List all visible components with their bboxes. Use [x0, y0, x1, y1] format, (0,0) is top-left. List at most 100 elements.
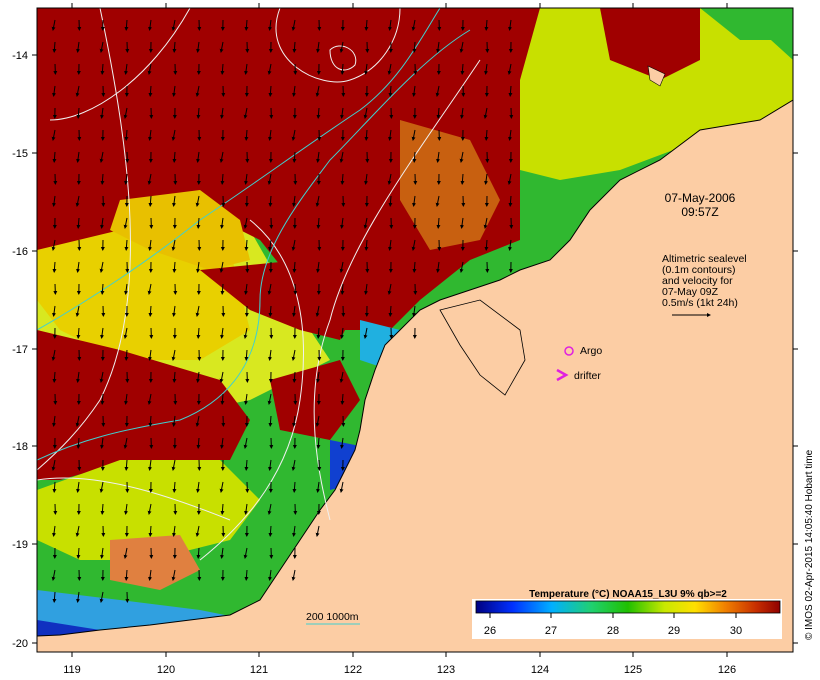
velocity-arrow — [171, 349, 176, 361]
velocity-arrow — [388, 195, 393, 207]
velocity-arrow — [363, 327, 368, 339]
velocity-arrow — [76, 327, 81, 339]
lon-label: 122 — [344, 664, 362, 676]
velocity-arrow — [460, 217, 464, 229]
velocity-arrow — [460, 173, 465, 185]
velocity-arrow — [315, 415, 320, 427]
velocity-arrow — [148, 349, 152, 361]
velocity-arrow — [172, 305, 176, 317]
velocity-arrow — [76, 371, 80, 383]
velocity-arrow — [364, 19, 369, 31]
velocity-arrow — [436, 107, 441, 119]
sst-field — [37, 8, 793, 652]
drifter-marker — [556, 368, 569, 382]
velocity-arrow — [76, 437, 81, 449]
lat-label: -19 — [12, 539, 28, 551]
velocity-arrow — [148, 195, 153, 207]
velocity-arrow — [292, 415, 296, 427]
velocity-arrow — [507, 63, 512, 75]
velocity-arrow — [171, 19, 176, 31]
velocity-arrow — [196, 437, 201, 449]
velocity-arrow — [364, 239, 369, 251]
velocity-arrow — [388, 239, 392, 251]
velocity-arrow — [339, 41, 344, 53]
velocity-arrow — [196, 371, 200, 383]
velocity-arrow — [412, 41, 417, 53]
lat-label: -18 — [12, 441, 28, 453]
velocity-arrow — [75, 415, 80, 427]
velocity-arrow — [292, 525, 296, 537]
velocity-arrow — [124, 63, 128, 75]
velocity-arrow — [195, 525, 200, 537]
velocity-arrow — [315, 85, 320, 97]
velocity-arrow — [436, 217, 441, 229]
colorbar-tick: 27 — [545, 625, 557, 637]
velocity-arrow — [268, 569, 272, 581]
velocity-arrow — [51, 239, 56, 251]
velocity-arrow — [268, 349, 272, 361]
velocity-arrow — [340, 63, 345, 75]
velocity-arrow — [52, 525, 56, 537]
velocity-arrow — [292, 195, 296, 207]
velocity-arrow — [148, 305, 153, 317]
velocity-arrow — [124, 459, 129, 471]
velocity-arrow — [291, 239, 296, 251]
velocity-arrow — [124, 349, 129, 361]
velocity-arrow — [219, 371, 224, 383]
velocity-arrow — [268, 415, 273, 427]
velocity-arrow — [387, 63, 392, 75]
velocity-arrow — [243, 547, 248, 559]
velocity-arrow — [483, 217, 488, 229]
velocity-arrow — [75, 305, 80, 317]
velocity-arrow — [76, 261, 80, 273]
velocity-arrow — [316, 371, 320, 383]
velocity-arrow — [316, 261, 320, 273]
velocity-arrow — [172, 151, 177, 163]
velocity-arrow — [100, 393, 105, 405]
velocity-arrow — [172, 41, 177, 53]
velocity-arrow — [484, 239, 489, 251]
velocity-arrow — [268, 525, 273, 537]
velocity-arrow — [267, 63, 272, 75]
lon-label: 124 — [531, 664, 549, 676]
lat-label: -16 — [12, 246, 28, 258]
velocity-arrow — [340, 173, 345, 185]
velocity-arrow — [172, 481, 177, 493]
velocity-arrow — [363, 107, 368, 119]
colorbar-tick: 26 — [484, 625, 496, 637]
velocity-arrow — [123, 547, 128, 559]
velocity-arrow — [147, 63, 152, 75]
velocity-arrow — [244, 239, 249, 251]
velocity-arrow — [147, 503, 152, 515]
velocity-arrow — [220, 107, 224, 119]
velocity-arrow — [292, 371, 297, 383]
velocity-arrow — [100, 547, 104, 559]
altimetry-note-line: (0.1m contours) — [662, 264, 736, 276]
velocity-arrow — [171, 459, 176, 471]
colorbar-title: Temperature (°C) NOAA15_L3U 9% qb>=2 — [529, 589, 727, 600]
velocity-arrow — [124, 129, 129, 141]
velocity-arrow — [52, 85, 56, 97]
velocity-arrow — [244, 63, 248, 75]
map-area — [37, 8, 793, 652]
velocity-arrow — [292, 85, 296, 97]
velocity-arrow — [268, 305, 273, 317]
velocity-arrow — [196, 217, 201, 229]
velocity-arrow — [459, 151, 464, 163]
lon-label: 121 — [250, 664, 268, 676]
velocity-arrow — [316, 327, 321, 339]
velocity-arrow — [171, 129, 176, 141]
velocity-arrow — [339, 481, 344, 493]
velocity-arrow — [363, 217, 368, 229]
velocity-arrow — [124, 503, 128, 515]
velocity-arrow — [316, 481, 320, 493]
velocity-arrow — [75, 195, 80, 207]
velocity-arrow — [340, 217, 344, 229]
velocity-arrow — [292, 41, 297, 53]
velocity-arrow — [219, 151, 224, 163]
velocity-arrow — [316, 437, 321, 449]
velocity-arrow — [508, 85, 513, 97]
velocity-arrow — [292, 261, 297, 273]
velocity-arrow — [124, 19, 129, 31]
velocity-arrow — [172, 525, 176, 537]
